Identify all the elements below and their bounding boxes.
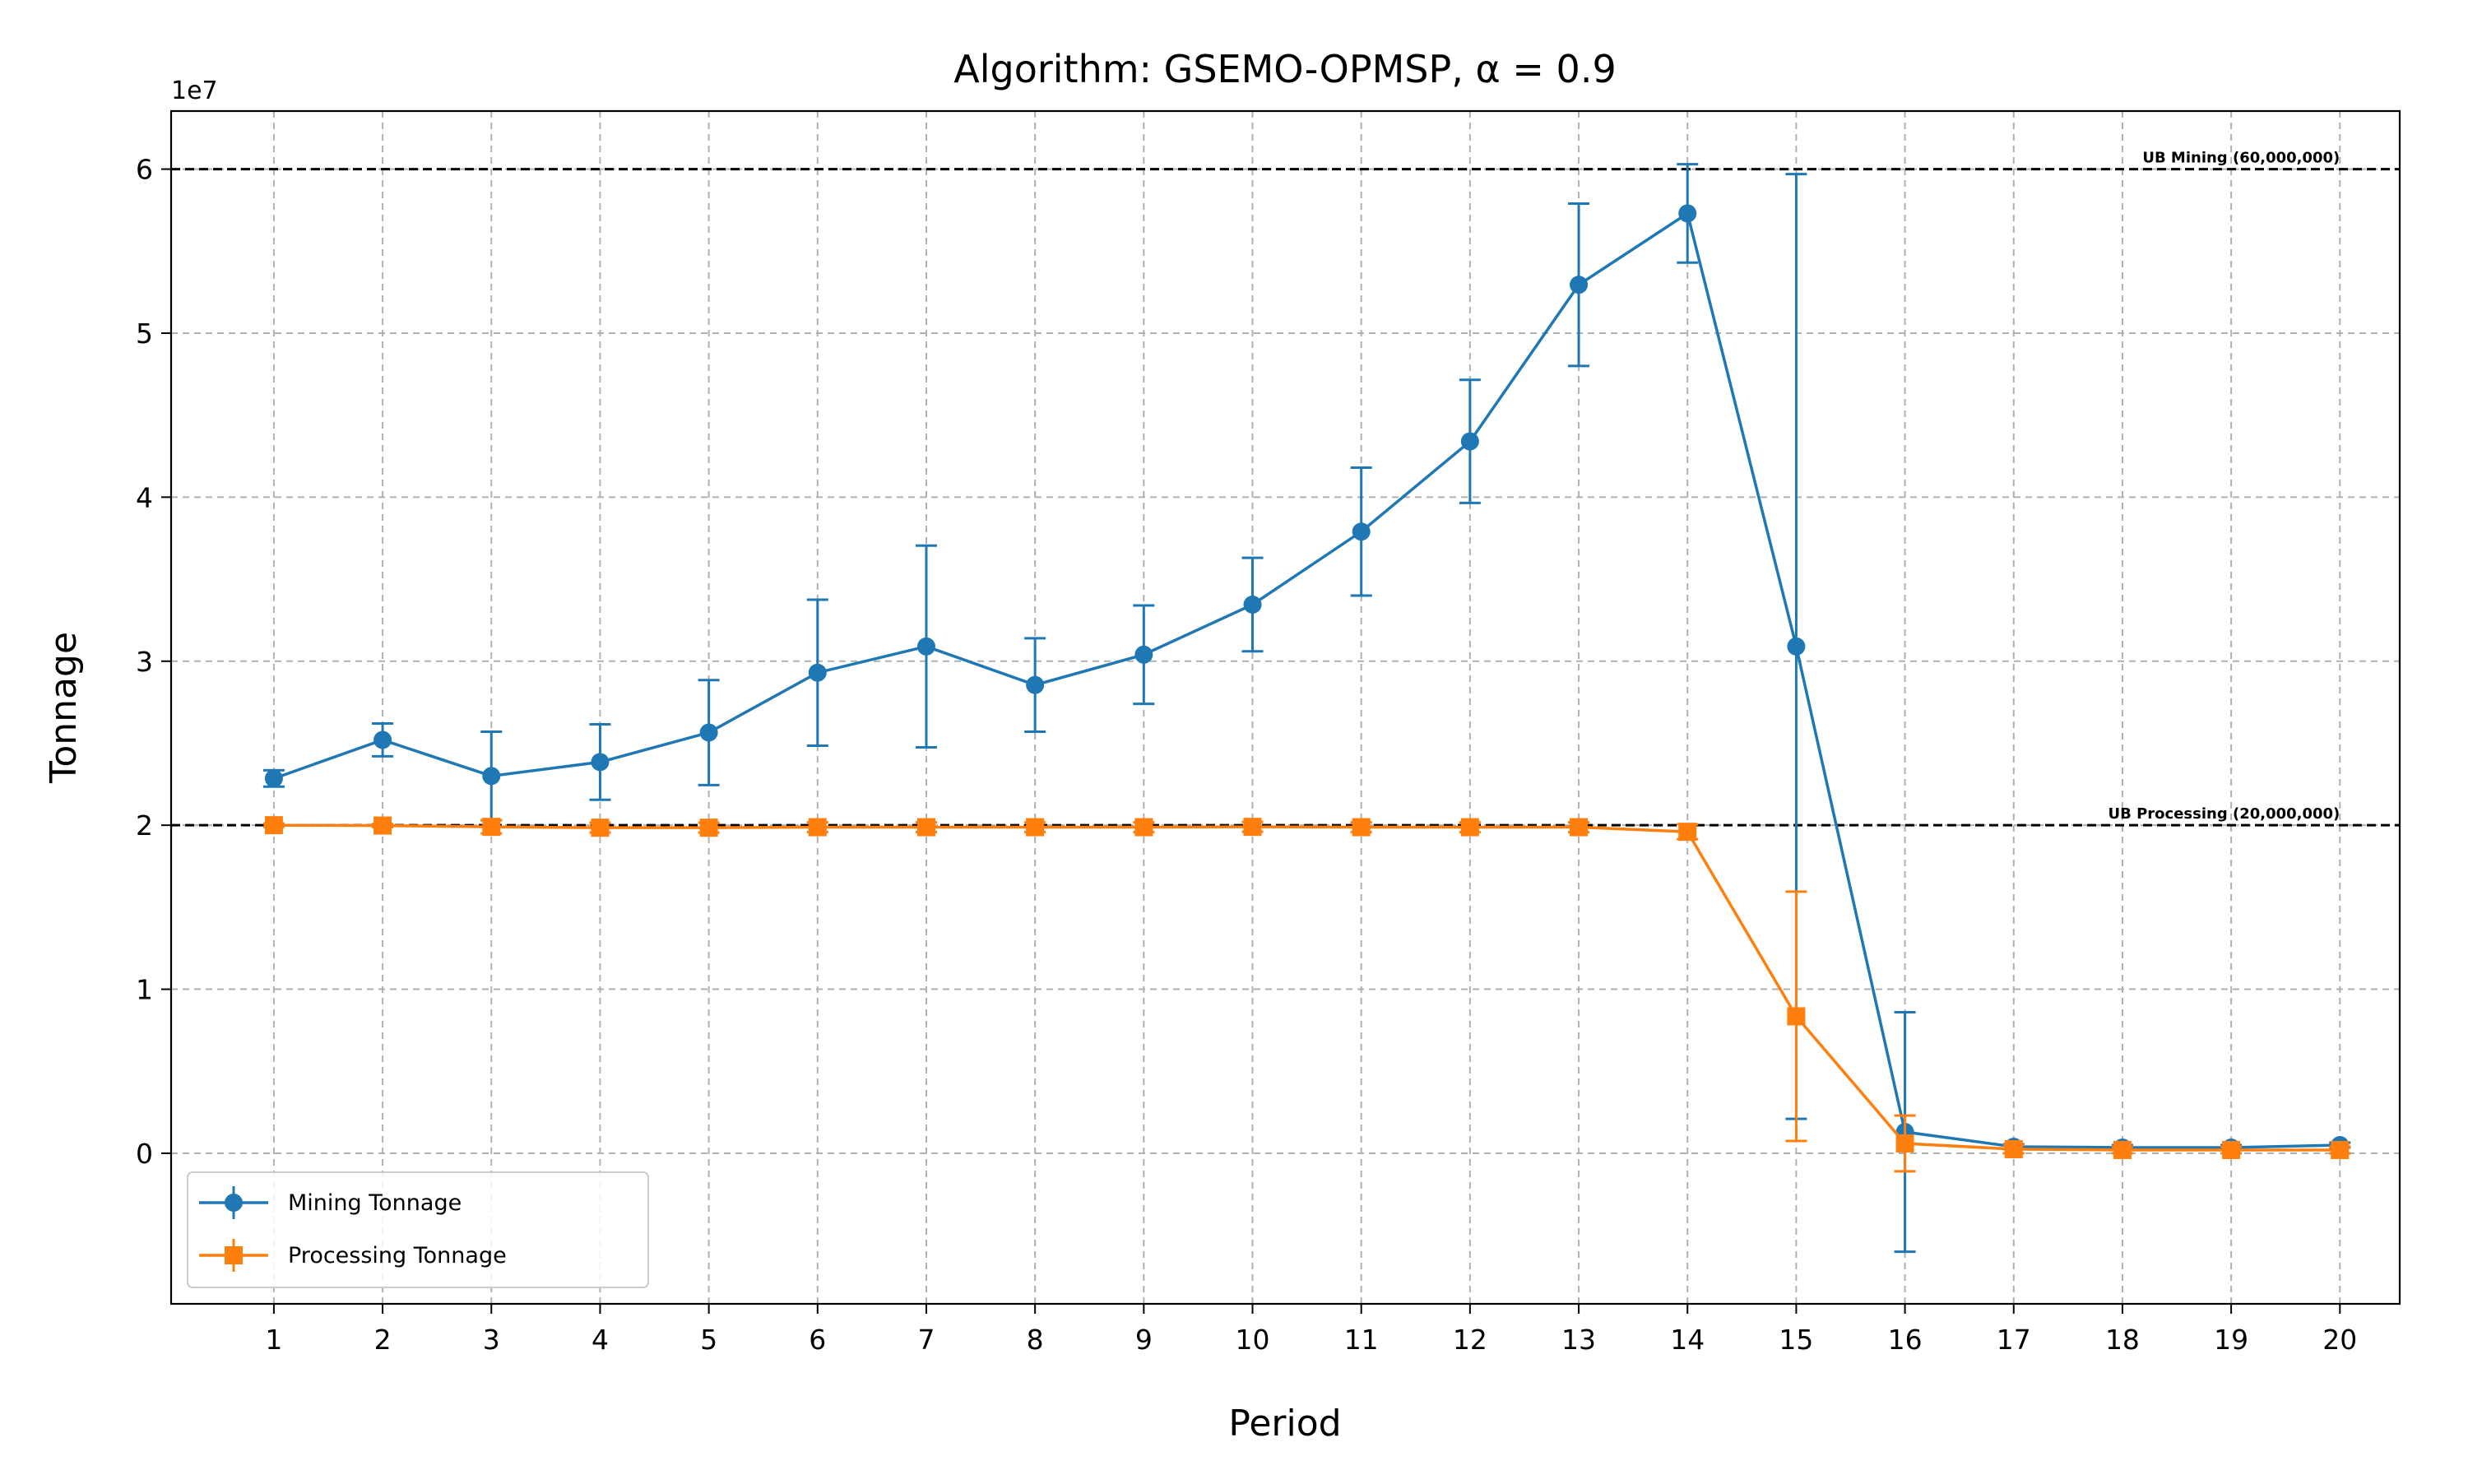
data-point (2331, 1140, 2350, 1159)
data-point (2004, 1139, 2023, 1158)
data-point (1460, 818, 1479, 837)
legend-box (187, 1171, 649, 1288)
y-tick-label: 0 (136, 1138, 153, 1170)
x-axis-label: Period (1228, 1403, 1341, 1445)
data-point (482, 818, 501, 837)
data-point (808, 663, 827, 682)
data-point (1787, 637, 1806, 656)
series-line (273, 211, 2340, 1149)
x-tick-label: 10 (1236, 1324, 1270, 1356)
data-point (1678, 204, 1697, 223)
x-tick-label: 4 (591, 1324, 609, 1356)
data-point (1243, 595, 1262, 614)
data-point (482, 767, 501, 786)
chart-title: Algorithm: GSEMO-OPMSP, α = 0.9 (953, 47, 1616, 91)
data-point (1026, 675, 1045, 694)
x-tick-label: 13 (1561, 1324, 1596, 1356)
reference-line-label: UB Mining (60,000,000) (2142, 150, 2340, 167)
y-tick-label: 6 (136, 154, 153, 186)
data-point (1352, 522, 1371, 541)
y-tick-label: 4 (136, 481, 153, 513)
data-point (1895, 1134, 1914, 1152)
data-point (373, 730, 392, 749)
x-tick-label: 2 (374, 1324, 392, 1356)
legend: Mining Tonnage Processing Tonnage (187, 1171, 649, 1288)
x-tick-label: 20 (2322, 1324, 2357, 1356)
x-tick-label: 14 (1670, 1324, 1705, 1356)
x-tick-label: 6 (809, 1324, 826, 1356)
x-tick-label: 9 (1135, 1324, 1153, 1356)
data-point (1570, 818, 1589, 837)
y-offset-label: 1e7 (171, 77, 218, 105)
data-point (591, 819, 610, 837)
plot-frame (169, 109, 2401, 1305)
data-point (808, 818, 827, 837)
data-point (1026, 818, 1045, 837)
x-tick-label: 1 (265, 1324, 282, 1356)
data-point (699, 819, 718, 837)
data-point (2113, 1140, 2132, 1159)
series-mining (262, 163, 2351, 1254)
data-point (1460, 432, 1479, 451)
legend-marker (225, 1246, 243, 1264)
legend-label: Processing Tonnage (288, 1243, 507, 1268)
data-point (2222, 1140, 2241, 1159)
data-point (1787, 1007, 1806, 1026)
y-tick-label: 5 (136, 318, 153, 350)
data-point (1134, 645, 1153, 664)
x-tick-label: 7 (917, 1324, 935, 1356)
data-point (1570, 276, 1589, 294)
data-point (591, 753, 610, 772)
series-processing (262, 816, 2351, 1173)
data-point (1134, 818, 1153, 837)
reference-line-label: UB Processing (20,000,000) (2108, 805, 2340, 823)
x-tick-label: 19 (2214, 1324, 2248, 1356)
series-line (273, 823, 2340, 1152)
data-point (916, 637, 935, 656)
x-tick-label: 3 (483, 1324, 500, 1356)
x-tick-label: 8 (1027, 1324, 1044, 1356)
data-point (264, 816, 283, 835)
x-tick-label: 17 (1997, 1324, 2031, 1356)
data-point (1678, 823, 1697, 842)
x-tick-label: 11 (1344, 1324, 1379, 1356)
data-point (1243, 818, 1262, 837)
y-tick-label: 3 (136, 646, 153, 678)
data-point (264, 769, 283, 788)
x-tick-label: 12 (1453, 1324, 1487, 1356)
data-point (699, 723, 718, 742)
y-tick-label: 1 (136, 974, 153, 1006)
x-tick-label: 16 (1888, 1324, 1923, 1356)
legend-label: Mining Tonnage (288, 1190, 462, 1216)
data-point (1352, 818, 1371, 837)
y-axis-label: Tonnage (43, 632, 85, 784)
data-point (916, 818, 935, 837)
data-point (373, 816, 392, 835)
x-tick-label: 15 (1779, 1324, 1813, 1356)
legend-marker (225, 1194, 243, 1212)
x-tick-label: 5 (700, 1324, 717, 1356)
x-tick-label: 18 (2105, 1324, 2140, 1356)
y-tick-label: 2 (136, 809, 153, 842)
